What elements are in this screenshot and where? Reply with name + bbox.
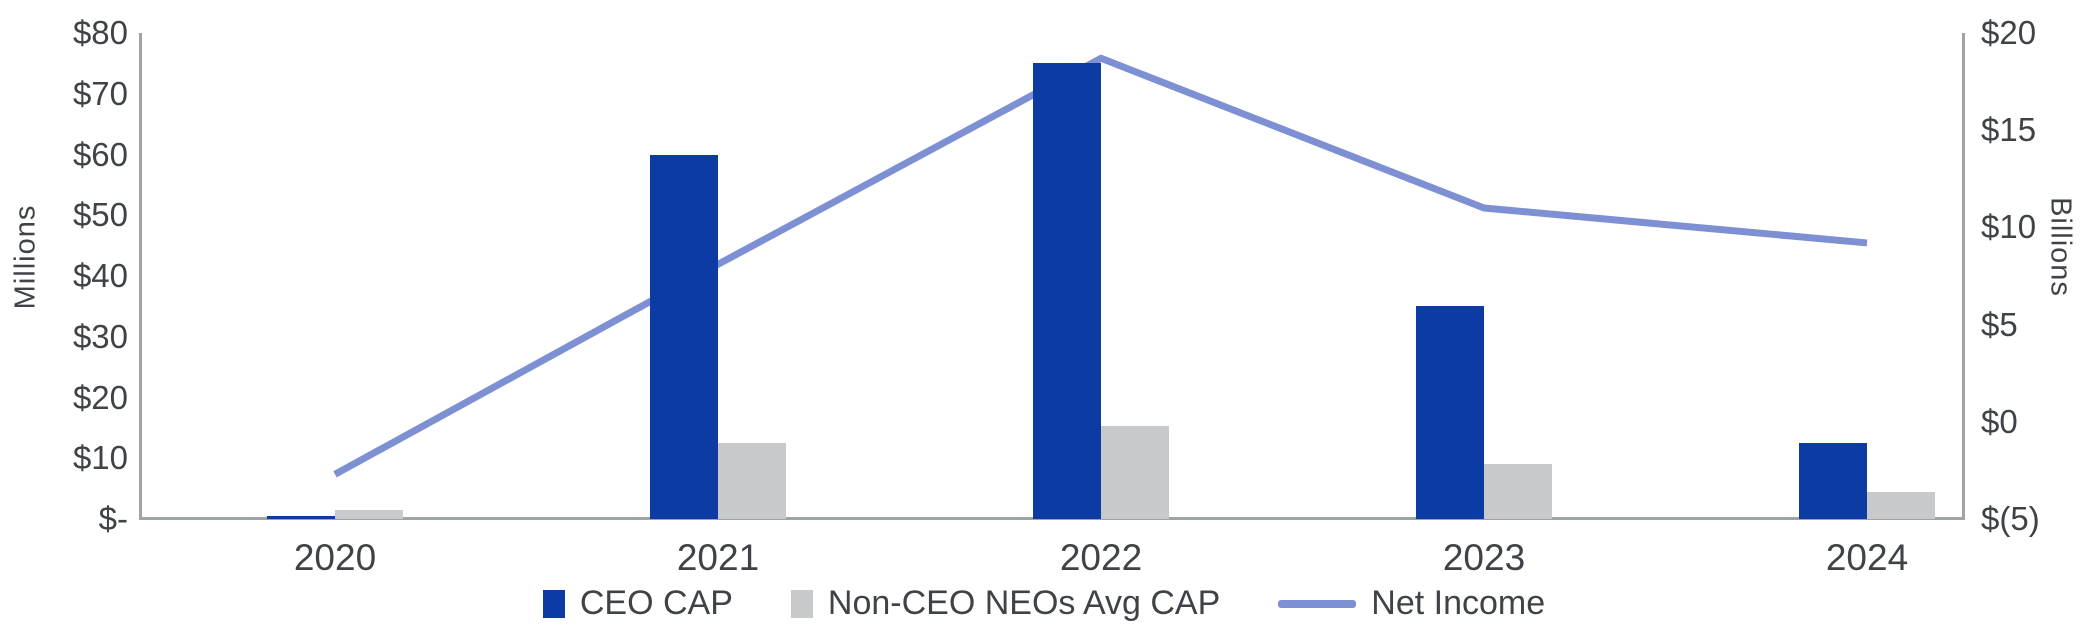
- bar-non-ceo-neos-avg-cap-2024: [1867, 491, 1935, 519]
- bar-non-ceo-neos-avg-cap-2022: [1101, 426, 1169, 519]
- net-income-line: [333, 54, 1868, 478]
- x-axis-label-2022: 2022: [1059, 537, 1143, 578]
- legend-label-ceo-cap: CEO CAP: [579, 584, 733, 622]
- chart-legend: CEO CAP Non-CEO NEOs Avg CAP Net Income: [0, 584, 2088, 623]
- y-axis-right-tick-label: $5: [1981, 305, 2018, 343]
- x-axis-label-2024: 2024: [1825, 537, 1909, 578]
- legend-item-net-income: Net Income: [1278, 584, 1545, 623]
- y-axis-right-tick-label: $10: [1981, 208, 2037, 246]
- bar-non-ceo-neos-avg-cap-2020: [335, 509, 403, 519]
- legend-label-non-ceo-neos-avg-cap: Non-CEO NEOs Avg CAP: [827, 584, 1221, 622]
- net-income-swatch-icon: [1278, 599, 1357, 608]
- bar-ceo-cap-2023: [1416, 306, 1484, 519]
- legend-item-non-ceo-neos-avg-cap: Non-CEO NEOs Avg CAP: [790, 584, 1221, 623]
- bar-ceo-cap-2022: [1033, 63, 1101, 519]
- bar-ceo-cap-2020: [267, 515, 335, 519]
- non-ceo-neos-avg-cap-swatch-icon: [790, 589, 813, 618]
- bar-non-ceo-neos-avg-cap-2023: [1484, 464, 1552, 519]
- y-axis-left-tick-label: $80: [72, 14, 128, 51]
- y-axis-right-tick-label: $15: [1981, 111, 2037, 149]
- y-axis-left-tick-label: $40: [72, 257, 128, 294]
- ceo-cap-swatch-icon: [542, 589, 565, 618]
- legend-label-net-income: Net Income: [1371, 584, 1546, 622]
- y-axis-left-tick-label: $20: [72, 378, 128, 416]
- left-axis-line: [139, 33, 142, 520]
- y-axis-left-tick-label: $50: [72, 196, 128, 234]
- y-axis-left-tick-label: $70: [72, 74, 128, 112]
- bar-non-ceo-neos-avg-cap-2021: [718, 443, 786, 519]
- x-axis-label-2023: 2023: [1442, 537, 1526, 578]
- y-axis-left-tick-label: $10: [72, 439, 128, 477]
- y-axis-left-tick-label: $-: [98, 500, 128, 537]
- x-axis-label-2020: 2020: [293, 537, 377, 578]
- bar-ceo-cap-2021: [650, 154, 718, 519]
- y-axis-right-tick-label: $0: [1981, 402, 2018, 440]
- y-axis-right-tick-label: $(5): [1981, 500, 2040, 537]
- bar-ceo-cap-2024: [1799, 443, 1867, 519]
- y-axis-left-tick-label: $30: [72, 317, 128, 355]
- right-axis-line: [1962, 33, 1965, 520]
- y-axis-right-tick-label: $20: [1981, 14, 2037, 51]
- legend-item-ceo-cap: CEO CAP: [542, 584, 733, 623]
- x-axis-label-2021: 2021: [676, 537, 760, 578]
- y-axis-left-tick-label: $60: [72, 135, 128, 173]
